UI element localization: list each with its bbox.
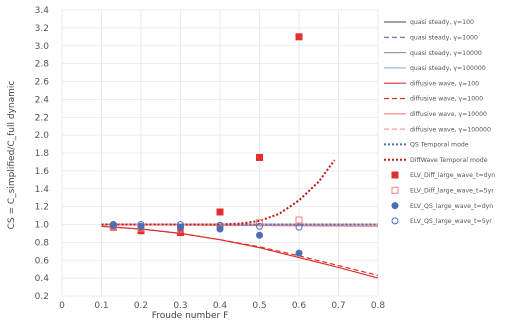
data-point-circle xyxy=(295,249,303,257)
legend-label: quasi steady, γ=10000 xyxy=(410,50,482,57)
legend-label: QS Temporal mode xyxy=(410,142,469,149)
grid xyxy=(61,9,379,297)
y-tick-label: 1.0 xyxy=(35,221,50,231)
y-tick-label: 3.2 xyxy=(35,24,49,34)
legend-label: DiffWave Temporal mode xyxy=(410,157,488,164)
x-tick-label: 0.7 xyxy=(331,301,345,311)
legend-label: ELV_QS_large_wave_t=5yr xyxy=(410,218,492,225)
legend: quasi steady, γ=100 quasi steady, γ=1000 q… xyxy=(384,19,495,225)
data-point-circle xyxy=(256,222,263,230)
x-tick-label: 0 xyxy=(59,301,65,311)
data-point-circle xyxy=(109,221,117,228)
y-tick-label: 1.2 xyxy=(35,203,49,213)
y-tick-label: 3.4 xyxy=(35,6,50,16)
y-tick-label: 2.8 xyxy=(35,60,50,70)
legend-label: quasi steady, γ=1000 xyxy=(410,35,478,42)
series-line xyxy=(101,159,336,226)
y-tick-label: 1.4 xyxy=(35,185,50,195)
x-tick-label: 0.5 xyxy=(252,301,266,311)
legend-label: quasi steady, γ=100 xyxy=(410,19,474,26)
legend-label: diffusive wave, γ=100000 xyxy=(410,126,491,133)
legend-label: diffusive wave, γ=1000 xyxy=(410,96,483,103)
data-point-square xyxy=(295,33,303,41)
legend-swatch-square xyxy=(391,171,399,179)
series-lines xyxy=(101,159,379,279)
x-tick-label: 0.6 xyxy=(292,301,307,311)
series-line xyxy=(101,223,379,227)
y-tick-label: 2.2 xyxy=(35,113,49,123)
legend-swatch-circle xyxy=(391,202,399,210)
x-tick-label: 0.4 xyxy=(213,301,228,311)
data-point-circle xyxy=(137,221,145,228)
y-axis-ticks: 0.2 0.4 0.6 0.8 1.0 1.2 1.4 1.6 1.8 2.0 2.2 2.4 2.6 2… xyxy=(35,6,50,302)
data-point-circle xyxy=(295,223,303,231)
legend-label: ELV_QS_large_wave_t=dyn xyxy=(410,203,493,210)
y-tick-label: 0.4 xyxy=(35,274,50,284)
y-tick-label: 1.8 xyxy=(35,149,50,159)
x-tick-label: 0.2 xyxy=(134,301,148,311)
y-tick-label: 2.4 xyxy=(35,95,50,105)
y-tick-label: 2.0 xyxy=(35,131,50,141)
legend-swatch-circle xyxy=(391,217,399,225)
legend-label: diffusive wave, γ=100 xyxy=(410,80,479,87)
legend-label: ELV_Diff_large_wave_t=dyn xyxy=(410,172,495,179)
y-tick-label: 1.6 xyxy=(35,167,50,177)
x-tick-label: 0.1 xyxy=(94,301,108,311)
x-axis-ticks: 0 0.1 0.2 0.3 0.4 0.5 0.6 0.7 0.8 xyxy=(59,301,385,311)
y-tick-label: 0.8 xyxy=(35,238,50,248)
data-point-square xyxy=(295,216,303,224)
series-markers xyxy=(109,33,303,257)
legend-swatch-square xyxy=(391,186,399,194)
y-tick-label: 2.6 xyxy=(35,78,50,88)
data-point-square xyxy=(256,153,263,161)
data-point-circle xyxy=(177,221,184,228)
data-point-circle xyxy=(216,225,224,233)
data-point-square xyxy=(216,208,224,216)
y-tick-label: 0.6 xyxy=(35,256,50,266)
x-tick-label: 0.8 xyxy=(371,301,386,311)
legend-label: diffusive wave, γ=10000 xyxy=(410,111,487,118)
data-point-square xyxy=(256,219,263,227)
y-tick-label: 0.2 xyxy=(35,292,49,302)
x-axis-label: Froude number F xyxy=(152,311,229,320)
y-tick-label: 3.0 xyxy=(35,42,50,52)
x-tick-label: 0.3 xyxy=(173,301,187,311)
y-axis-label: CS = C_simplified/C_full dynamic xyxy=(7,81,17,230)
legend-label: ELV_Diff_large_wave_t=5yr xyxy=(410,188,494,195)
data-point-circle xyxy=(216,221,224,229)
series-line xyxy=(101,225,379,276)
data-point-circle xyxy=(256,231,263,239)
legend-label: quasi steady, γ=100000 xyxy=(410,65,486,72)
